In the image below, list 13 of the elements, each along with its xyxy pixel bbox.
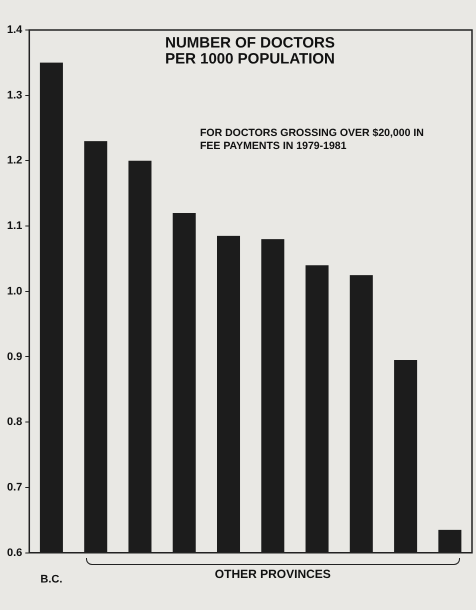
y-tick-label: 0.8 [6,416,22,428]
text: FOR DOCTORS GROSSING OVER $20,000 IN FEE PAYMENTS IN 1979-1981 [200,127,424,152]
y-tick-label: 1.1 [6,220,22,232]
text: NUMBER OF DOCTORS PER 1000 POPULATION [165,34,335,68]
y-tick-label: 0.9 [6,350,22,363]
y-tick-label: 0.6 [6,546,22,559]
y-tick-label: 1.3 [6,89,22,102]
y-tick-label: 0.7 [6,481,22,494]
y-tick-label: 1.2 [6,154,22,167]
y-tick-label: 1.4 [6,24,24,36]
x-tick-label: B.C. [40,573,62,586]
y-tick-label: 1.0 [6,285,22,298]
text: OTHER PROVINCES [214,567,331,582]
